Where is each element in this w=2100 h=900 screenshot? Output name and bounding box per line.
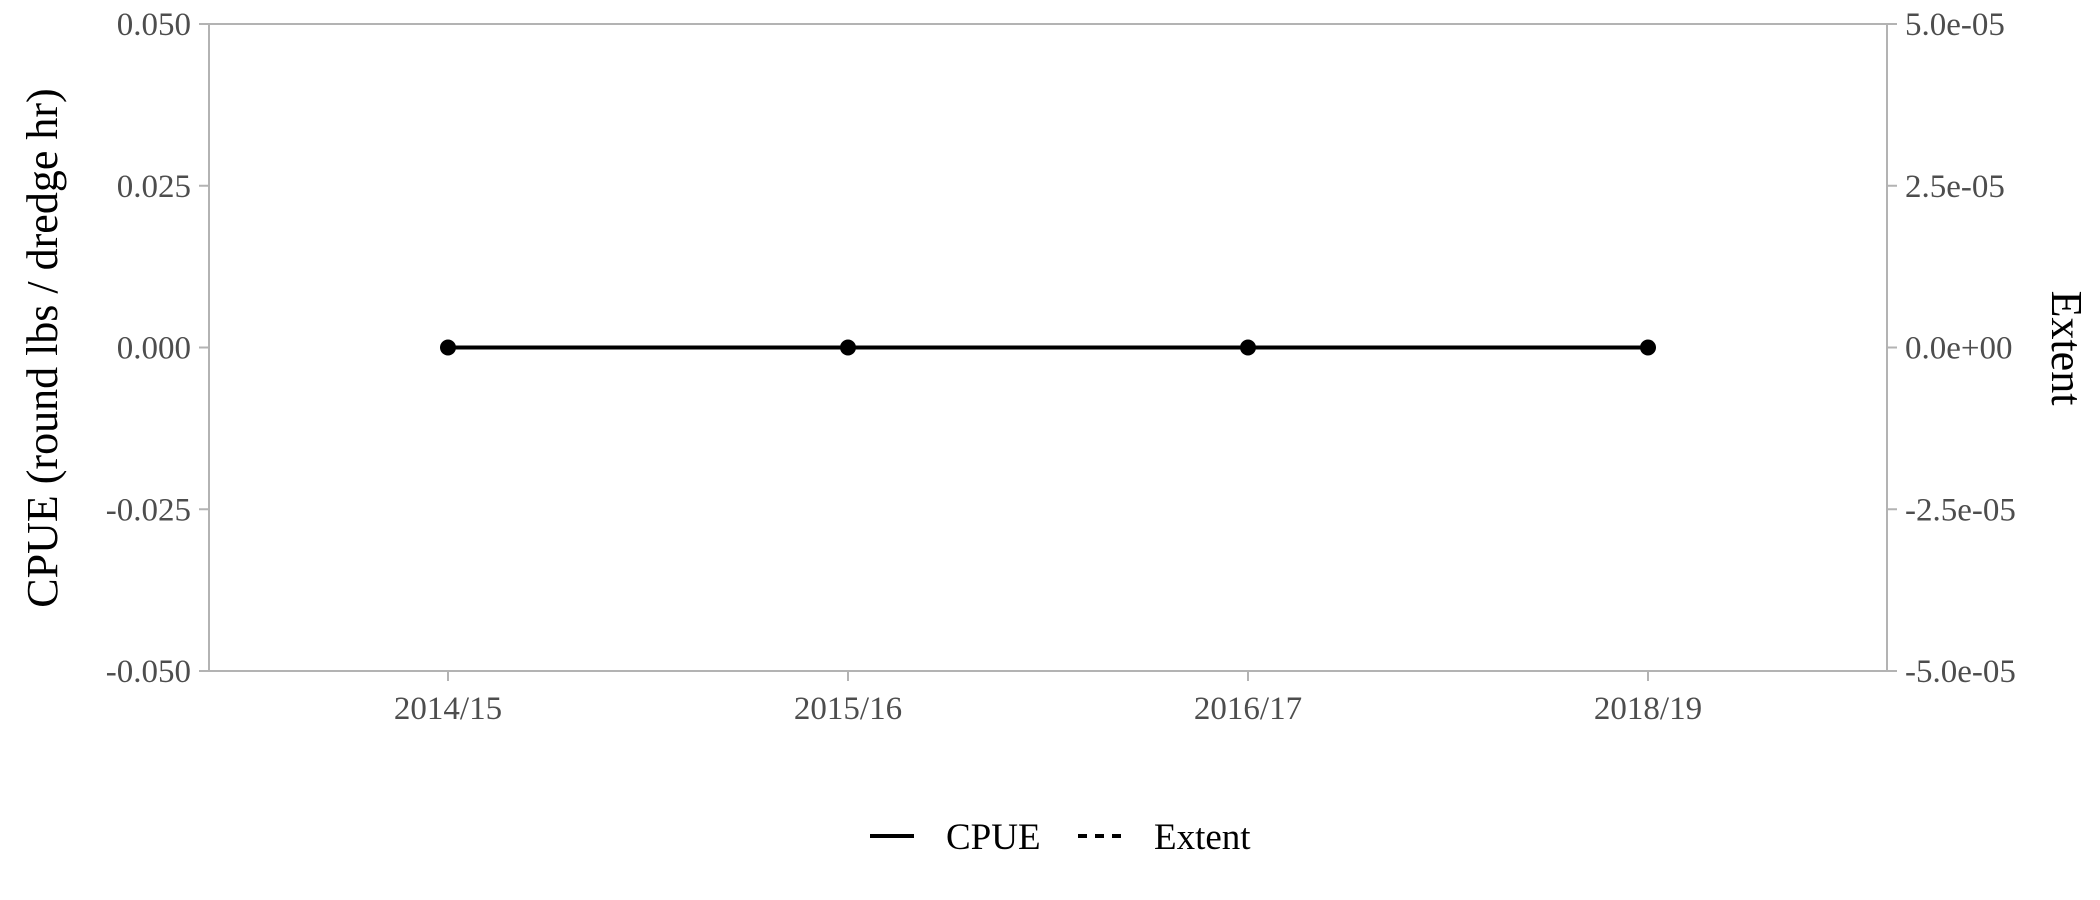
- legend: CPUE Extent: [870, 817, 1251, 858]
- data-point-cpue: [1240, 339, 1256, 356]
- y-axis-title: CPUE (round lbs / dredge hr): [18, 88, 67, 607]
- y-tick-label: -0.025: [106, 492, 191, 528]
- y-tick-label: 0.025: [117, 169, 191, 205]
- data-point-cpue: [840, 339, 856, 356]
- y-tick-label: 0.000: [117, 331, 191, 367]
- y2-tick-label: 5.0e-05: [1905, 7, 2005, 43]
- y2-axis-title: Extent: [2042, 291, 2091, 406]
- series-layer: [440, 339, 1656, 356]
- data-point-cpue: [1640, 339, 1656, 356]
- axes: -0.050 -0.025 0.000 0.025 0.050 -5.0e-05 -2.5e…: [106, 7, 2016, 727]
- y2-tick-label: 2.5e-05: [1905, 169, 2005, 205]
- y-tick-label: -0.050: [106, 654, 191, 690]
- x-tick-label: 2016/17: [1194, 691, 1302, 727]
- legend-label-extent: Extent: [1154, 817, 1251, 858]
- x-tick-label: 2014/15: [394, 691, 502, 727]
- y-tick-label: 0.050: [117, 7, 191, 43]
- legend-label-cpue: CPUE: [946, 817, 1041, 858]
- x-tick-label: 2015/16: [794, 691, 902, 727]
- y2-tick-label: 0.0e+00: [1905, 331, 2013, 367]
- y2-tick-label: -2.5e-05: [1905, 492, 2016, 528]
- data-point-cpue: [440, 339, 456, 356]
- y2-tick-label: -5.0e-05: [1905, 654, 2016, 690]
- x-tick-label: 2018/19: [1594, 691, 1702, 727]
